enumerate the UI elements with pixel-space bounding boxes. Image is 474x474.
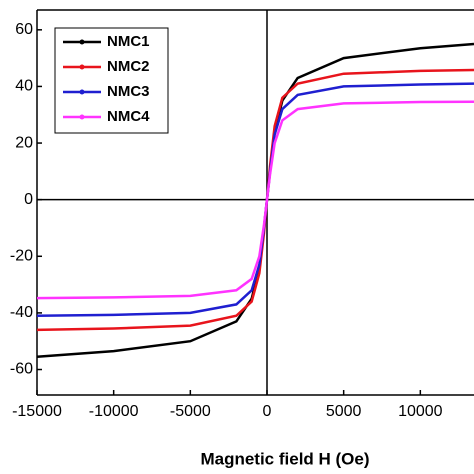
series-line <box>36 100 474 300</box>
legend-label: NMC4 <box>107 108 150 125</box>
y-tick-label: -60 <box>10 361 33 378</box>
x-tick-label: -5000 <box>170 403 211 420</box>
legend-marker <box>79 64 85 70</box>
x-tick-label: 10000 <box>398 403 443 420</box>
y-tick-label: -40 <box>10 304 33 321</box>
y-tick-label: 20 <box>15 134 33 151</box>
legend-box <box>54 27 169 134</box>
legend-label: NMC1 <box>107 33 150 50</box>
legend-marker <box>79 89 85 95</box>
legend-label: NMC2 <box>107 58 150 75</box>
x-tick-label: 5000 <box>326 403 362 420</box>
x-axis-label: Magnetic field H (Oe) <box>200 449 369 468</box>
legend-marker <box>79 39 85 45</box>
y-tick-label: 40 <box>15 78 33 95</box>
x-tick-label: -15000 <box>12 403 62 420</box>
y-tick-label: 60 <box>15 21 33 38</box>
x-tick-label: -10000 <box>89 403 139 420</box>
y-tick-label: -20 <box>10 248 33 265</box>
y-tick-label: 0 <box>24 191 33 208</box>
legend-label: NMC3 <box>107 83 150 100</box>
x-tick-label: 0 <box>263 403 272 420</box>
legend-marker <box>79 114 85 120</box>
